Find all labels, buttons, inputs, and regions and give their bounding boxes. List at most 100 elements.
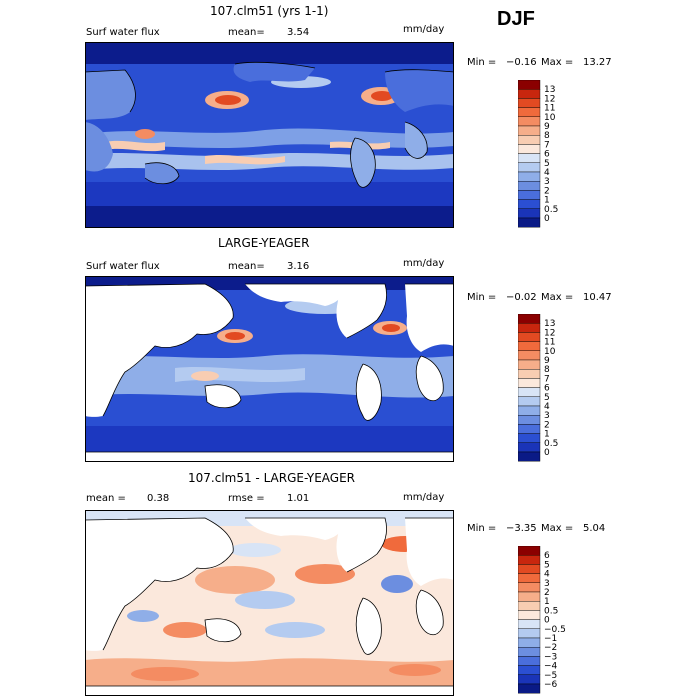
season-label: DJF: [497, 8, 535, 30]
southern-ocean-band: [85, 182, 454, 206]
colorbar-tick-label: 1: [544, 597, 550, 607]
panel-2-mean-value: 3.16: [287, 261, 310, 272]
colorbar-swatch: [518, 546, 541, 556]
colorbar-swatch: [518, 107, 541, 118]
colorbar-swatch: [518, 314, 541, 324]
colorbar-tick-label: 4: [544, 570, 550, 580]
panel-2-map: [85, 276, 454, 462]
map-frame: [85, 510, 454, 696]
europe-land: [385, 69, 454, 112]
colorbar-swatch: [518, 217, 541, 228]
colorbar-tick-label: 11: [544, 104, 555, 114]
colorbar-swatch: [518, 387, 541, 397]
panel-2-mean-label: mean=: [228, 261, 265, 272]
colorbar-tick-label: 6: [544, 384, 550, 394]
antarctic-band: [85, 206, 454, 228]
panel-3-mean-value: 0.38: [147, 493, 170, 504]
colorbar-tick-label: 2: [544, 186, 550, 196]
arctic-band: [85, 42, 454, 64]
colorbar-swatch: [518, 554, 541, 565]
colorbar-swatch: [518, 619, 541, 629]
colorbar-tick-label: 0.5: [544, 606, 558, 616]
colorbar-tick-label: −5: [544, 671, 557, 681]
colorbar-swatch: [518, 637, 541, 648]
colorbar-tick-label: −4: [544, 662, 558, 672]
panel-3-min-value: −3.35: [506, 523, 537, 534]
panel-1-mean-label: mean=: [228, 27, 265, 38]
colorbar-tick-label: 9: [544, 356, 550, 366]
colorbar-tick-label: 10: [544, 347, 556, 357]
colorbar-swatch: [518, 171, 541, 182]
colorbar-tick-label: −0.5: [544, 625, 566, 635]
colorbar-swatch: [518, 180, 541, 191]
colorbar-swatch: [518, 359, 541, 370]
colorbar-tick-label: 13: [544, 319, 555, 329]
panel-1-min-value: −0.16: [506, 57, 537, 68]
south-america: [350, 138, 376, 188]
colorbar-swatch: [518, 350, 541, 361]
colorbar-tick-label: 11: [544, 338, 555, 348]
colorbar-tick-label: 0: [544, 448, 550, 458]
colorbar-swatch: [518, 396, 541, 407]
colorbar-tick-label: 3: [544, 411, 550, 421]
africa-eurasia-west: [85, 70, 136, 120]
europe-land: [405, 284, 454, 352]
colorbar-tick-label: 2: [544, 420, 550, 430]
panel-3-min-label: Min =: [467, 523, 497, 534]
panel-3-map: [85, 510, 454, 696]
colorbar-swatch: [518, 322, 541, 333]
north-america-west-land: [245, 518, 346, 540]
colorbar-tick-label: 0: [544, 214, 550, 224]
colorbar-swatch: [518, 190, 541, 200]
antarctica-land: [85, 452, 454, 462]
colorbar-tick-label: 5: [544, 159, 550, 169]
panel-1-map: [85, 42, 454, 228]
colorbar-swatch: [518, 405, 541, 416]
europe-land: [405, 518, 454, 586]
panel-1-title: 107.clm51 (yrs 1-1): [210, 4, 329, 18]
colorbar-swatch: [518, 451, 541, 462]
colorbar-tick-label: 5: [544, 393, 550, 403]
panel-3-rmse-label: rmse =: [228, 493, 265, 504]
colorbar-swatch: [518, 628, 541, 639]
colorbar-swatch: [518, 646, 541, 657]
panel-3-rmse-value: 1.01: [287, 493, 310, 504]
panel-2-variable-label: Surf water flux: [86, 261, 160, 272]
colorbar-tick-label: 0.5: [544, 439, 558, 449]
colorbar-swatch: [518, 582, 541, 593]
panel-2-min-value: −0.02: [506, 292, 537, 303]
colorbar-tick-label: 5: [544, 560, 550, 570]
colorbar-swatch: [518, 125, 541, 136]
north-pacific-land: [233, 62, 315, 82]
colorbar-swatch: [518, 573, 541, 584]
colorbar-swatch: [518, 153, 541, 163]
colorbar-swatch: [518, 98, 541, 108]
colorbar-tick-label: 9: [544, 122, 550, 132]
colorbar-swatch: [518, 433, 541, 443]
colorbar-swatch: [518, 162, 541, 173]
colorbar-tick-label: 3: [544, 579, 550, 589]
colorbar-tick-label: 6: [544, 551, 550, 561]
panel-2-min-label: Min =: [467, 292, 497, 303]
colorbar-tick-label: 8: [544, 365, 550, 375]
panel-3-max-label: Max =: [541, 523, 574, 534]
colorbar-swatch: [518, 80, 541, 90]
map-frame: [85, 42, 454, 228]
panel-2-title: LARGE-YEAGER: [218, 236, 310, 250]
colorbar-tick-label: 12: [544, 94, 555, 104]
panel-2-units: mm/day: [403, 258, 445, 269]
colorbar-tick-label: 7: [544, 374, 550, 384]
colorbar-swatch: [518, 601, 541, 611]
africa-east: [85, 122, 113, 172]
colorbar-tick-label: −1: [544, 634, 557, 644]
australia: [145, 162, 179, 184]
eurasia-africa-land: [85, 518, 234, 651]
colorbar-swatch: [518, 378, 541, 388]
panel-1-variable-label: Surf water flux: [86, 27, 160, 38]
map-frame: [85, 276, 454, 462]
colorbar-swatch: [518, 88, 541, 99]
panel-1-mean-value: 3.54: [287, 27, 310, 38]
colorbar-tick-label: 3: [544, 177, 550, 187]
